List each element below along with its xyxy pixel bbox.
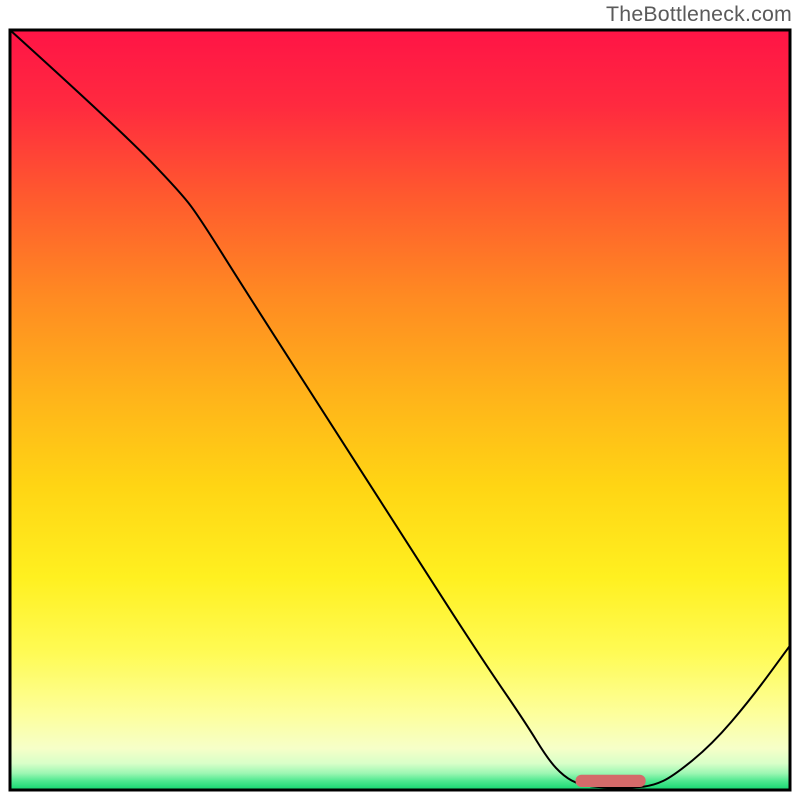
plot-background (10, 30, 790, 790)
bottleneck-chart (0, 0, 800, 800)
optimal-range-marker (576, 775, 646, 787)
watermark-text: TheBottleneck.com (606, 2, 792, 27)
chart-stage: TheBottleneck.com (0, 0, 800, 800)
